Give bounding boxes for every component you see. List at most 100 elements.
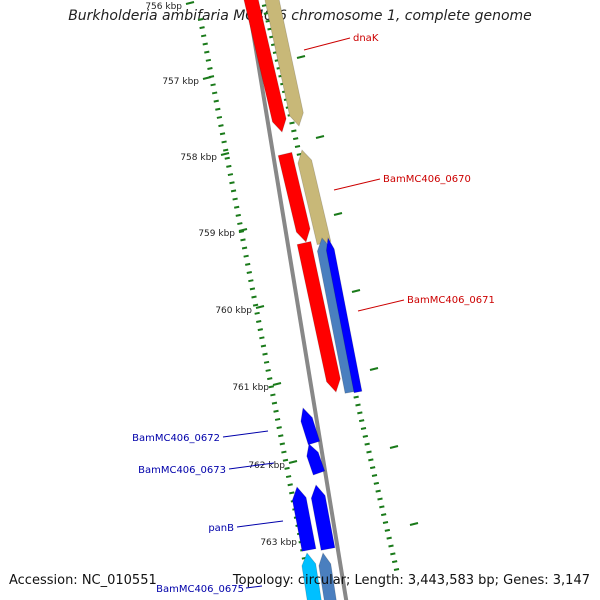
inner-minor-tick bbox=[256, 320, 262, 323]
scale-label: 761 kbp bbox=[232, 383, 269, 393]
outer-minor-tick bbox=[369, 466, 376, 470]
inner-minor-tick bbox=[273, 409, 279, 413]
gene-bamMC406-0675-steel bbox=[318, 552, 337, 600]
inner-minor-tick bbox=[267, 377, 273, 381]
inner-minor-tick bbox=[211, 91, 218, 95]
outer-minor-tick bbox=[375, 489, 381, 493]
outer-minor-tick bbox=[362, 434, 369, 438]
outer-minor-tick bbox=[364, 442, 370, 446]
inner-minor-tick bbox=[243, 254, 249, 258]
inner-minor-tick bbox=[197, 18, 204, 21]
gene-dnaK bbox=[264, 0, 304, 127]
major-tick bbox=[272, 382, 282, 386]
outer-major-tick bbox=[409, 522, 419, 526]
map-title: Burkholderia ambifaria MC40-6 chromosome… bbox=[68, 8, 532, 24]
scale-label: 758 kbp bbox=[180, 153, 217, 163]
gene-label-leader bbox=[222, 430, 269, 438]
inner-minor-tick bbox=[221, 140, 227, 144]
genome-summary-text: Topology: circular; Length: 3,443,583 bp… bbox=[232, 573, 590, 588]
inner-minor-tick bbox=[284, 466, 290, 470]
gene-label: BamMC406_0672 bbox=[132, 433, 220, 444]
inner-minor-tick bbox=[226, 164, 232, 168]
inner-minor-tick bbox=[252, 303, 259, 307]
inner-minor-tick bbox=[282, 458, 289, 462]
inner-minor-tick bbox=[287, 483, 293, 487]
scale-label: 757 kbp bbox=[162, 77, 199, 87]
outer-minor-tick bbox=[355, 403, 361, 407]
inner-minor-tick bbox=[265, 368, 271, 372]
inner-minor-tick bbox=[233, 205, 240, 209]
inner-minor-tick bbox=[263, 360, 270, 364]
gene-label: BamMC406_0671 bbox=[407, 295, 495, 306]
outer-minor-tick bbox=[373, 481, 380, 485]
inner-minor-tick bbox=[281, 450, 287, 454]
inner-minor-tick bbox=[249, 287, 256, 291]
outer-minor-tick bbox=[391, 560, 398, 564]
inner-minor-tick bbox=[274, 417, 281, 421]
outer-minor-tick bbox=[289, 121, 295, 125]
gene-panB bbox=[291, 486, 317, 552]
outer-major-tick bbox=[369, 367, 379, 371]
scale-label: 763 kbp bbox=[260, 538, 297, 548]
gene-dnaK-red bbox=[243, 0, 287, 133]
inner-minor-tick bbox=[260, 344, 267, 348]
gene-label: BamMC406_0675 bbox=[156, 584, 244, 595]
outer-major-tick bbox=[315, 135, 325, 139]
inner-minor-tick bbox=[213, 99, 219, 103]
outer-minor-tick bbox=[379, 505, 385, 509]
outer-minor-tick bbox=[388, 544, 394, 548]
inner-minor-tick bbox=[199, 26, 205, 30]
inner-minor-tick bbox=[219, 132, 226, 136]
inner-minor-tick bbox=[262, 352, 268, 356]
gene-label-leader bbox=[333, 178, 381, 191]
inner-minor-tick bbox=[251, 295, 257, 299]
inner-minor-tick bbox=[268, 385, 275, 389]
gene-label-leader bbox=[228, 462, 275, 470]
gene-label-leader bbox=[303, 37, 351, 51]
inner-minor-tick bbox=[270, 393, 276, 397]
gene-label: panB bbox=[208, 523, 234, 534]
inner-minor-tick bbox=[259, 336, 265, 340]
inner-minor-tick bbox=[227, 173, 234, 177]
inner-minor-tick bbox=[254, 311, 260, 315]
outer-minor-tick bbox=[368, 458, 374, 462]
inner-minor-tick bbox=[289, 491, 295, 495]
inner-minor-tick bbox=[204, 50, 210, 54]
outer-minor-tick bbox=[353, 395, 359, 399]
outer-minor-tick bbox=[294, 145, 301, 148]
outer-major-tick bbox=[296, 55, 306, 59]
scale-label: 756 kbp bbox=[145, 2, 182, 12]
scale-label: 762 kbp bbox=[248, 461, 285, 471]
outer-minor-tick bbox=[291, 129, 297, 133]
inner-minor-tick bbox=[229, 181, 235, 185]
inner-minor-tick bbox=[215, 107, 221, 111]
inner-minor-tick bbox=[241, 246, 248, 250]
gene-label: dnaK bbox=[353, 33, 379, 44]
outer-major-tick bbox=[351, 289, 361, 293]
outer-minor-tick bbox=[360, 427, 367, 430]
accession-text: Accession: NC_010551 bbox=[9, 573, 157, 588]
inner-minor-tick bbox=[205, 58, 212, 62]
major-tick bbox=[255, 305, 265, 309]
inner-minor-tick bbox=[271, 401, 278, 405]
gene-bamMC406-0671-inner bbox=[325, 236, 363, 394]
gene-bamMC406-0670-red bbox=[277, 151, 311, 243]
major-tick bbox=[238, 228, 248, 232]
inner-minor-tick bbox=[235, 213, 241, 217]
gene-label-leader bbox=[245, 585, 263, 589]
outer-minor-tick bbox=[292, 137, 299, 141]
outer-minor-tick bbox=[382, 521, 389, 524]
inner-minor-tick bbox=[232, 197, 238, 201]
inner-minor-tick bbox=[218, 124, 224, 128]
gene-bamMC406-0673 bbox=[306, 443, 326, 476]
outer-minor-tick bbox=[386, 536, 392, 540]
outer-major-tick bbox=[333, 212, 343, 216]
gene-label: BamMC406_0673 bbox=[138, 465, 226, 476]
inner-minor-tick bbox=[210, 83, 216, 87]
scale-label: 759 kbp bbox=[198, 229, 235, 239]
gene-label-leader bbox=[236, 520, 284, 528]
inner-minor-tick bbox=[207, 66, 213, 70]
inner-minor-tick bbox=[238, 230, 245, 234]
outer-minor-tick bbox=[380, 513, 387, 517]
inner-minor-tick bbox=[230, 189, 237, 193]
